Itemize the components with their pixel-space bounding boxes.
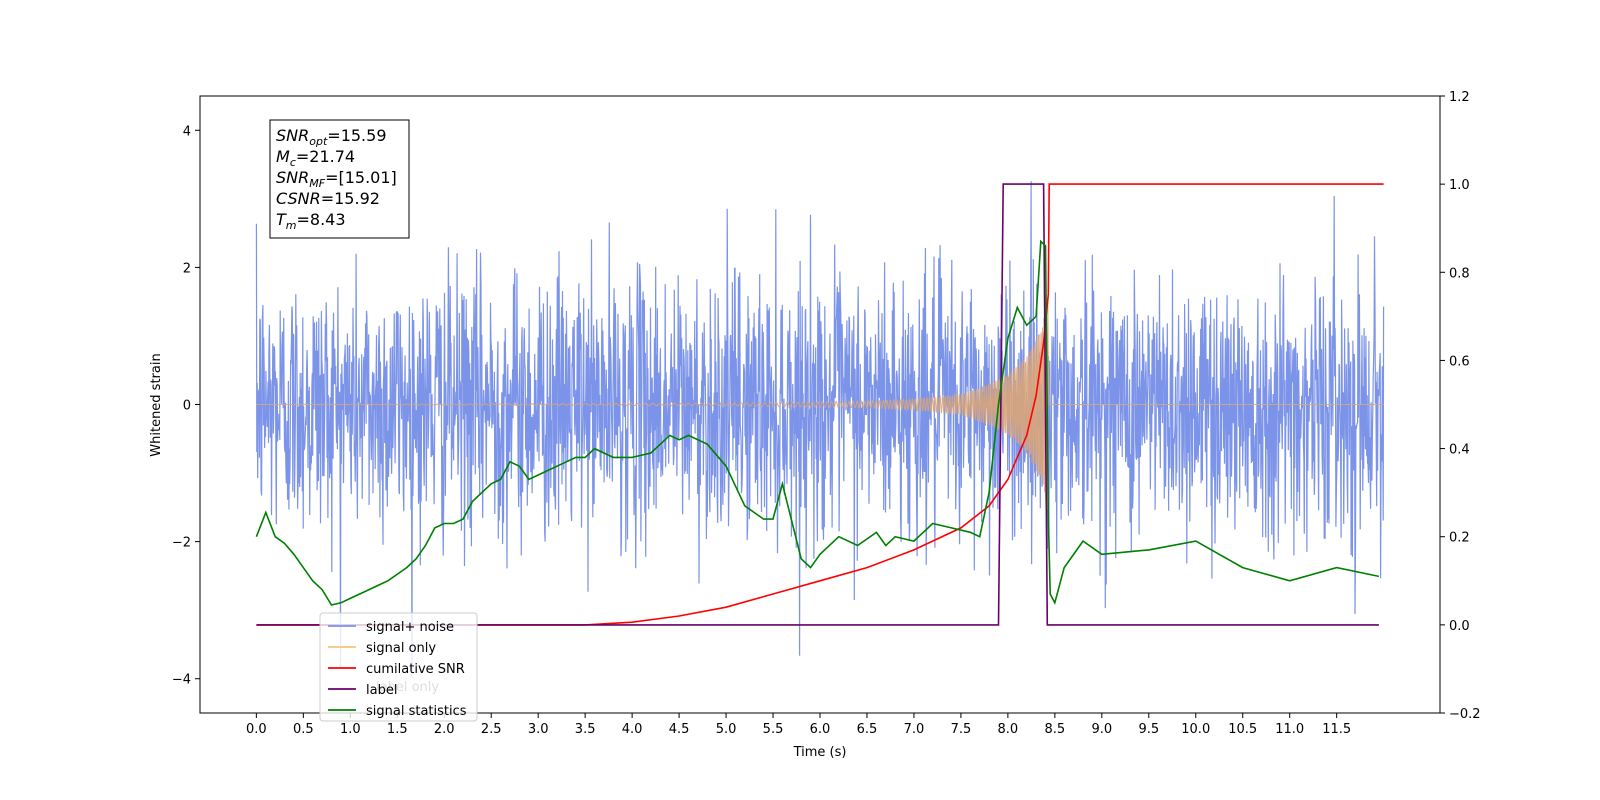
series-signal-noise (255, 181, 1385, 678)
x-tick-label: 5.5 (763, 722, 784, 737)
x-tick-label: 0.0 (246, 722, 267, 737)
legend-label: signal+ noise (366, 620, 454, 635)
info-line: CSNR=15.92 (276, 189, 380, 208)
x-tick-label: 9.0 (1091, 722, 1112, 737)
x-tick-label: 10.0 (1181, 722, 1210, 737)
y-right-tick-label: 1.0 (1449, 178, 1470, 193)
y-right-tick-label: 0.4 (1449, 443, 1470, 458)
info-line: SNRMF=[15.01] (276, 168, 397, 190)
y-left-tick-label: 0 (183, 399, 191, 414)
y-right-tick-label: 0.6 (1449, 354, 1470, 369)
x-tick-label: 3.0 (528, 722, 549, 737)
x-tick-label: 5.0 (716, 722, 737, 737)
x-tick-label: 9.5 (1138, 722, 1159, 737)
y-left-tick-label: 4 (183, 124, 191, 139)
y-right-tick-label: 1.2 (1449, 90, 1470, 105)
x-tick-label: 7.0 (904, 722, 925, 737)
x-tick-label: 6.5 (857, 722, 878, 737)
x-tick-label: 11.5 (1322, 722, 1351, 737)
y-right-tick-label: 0.0 (1449, 619, 1470, 634)
y-left-tick-label: −4 (172, 673, 191, 688)
info-box-frame (269, 119, 410, 239)
x-tick-label: 2.5 (481, 722, 502, 737)
legend-label: cumilative SNR (366, 662, 465, 677)
x-tick-label: 10.5 (1228, 722, 1257, 737)
x-tick-label: 8.5 (1045, 722, 1066, 737)
legend-label: signal only (366, 641, 436, 656)
y-left-tick-label: 2 (183, 261, 191, 276)
y-axis-right: 1.2 1.0 0.8 0.6 0.4 0.2 0.0 −0.2 (1440, 90, 1481, 722)
x-tick-label: 2.0 (434, 722, 455, 737)
x-tick-label: 1.5 (387, 722, 408, 737)
info-line: Mc=21.74 (276, 147, 355, 169)
series-signal-statistics (255, 239, 1380, 606)
series-layer (255, 181, 1385, 678)
y-axis-left: 4 2 0 −2 −4 (172, 124, 200, 688)
x-tick-label: 8.0 (998, 722, 1019, 737)
legend-frame (319, 612, 478, 722)
x-tick-label: 0.5 (293, 722, 314, 737)
y-right-tick-label: 0.8 (1449, 266, 1470, 281)
x-axis-label: Time (s) (793, 745, 847, 760)
info-box: SNRopt=15.59Mc=21.74SNRMF=[15.01]CSNR=15… (269, 119, 410, 239)
legend-label: label (366, 683, 397, 698)
x-tick-label: 1.0 (340, 722, 361, 737)
y-right-tick-label: −0.2 (1449, 707, 1481, 722)
info-line: SNRopt=15.59 (276, 126, 387, 148)
x-tick-label: 4.5 (669, 722, 690, 737)
y-left-tick-label: −2 (172, 536, 191, 551)
x-tick-label: 7.5 (951, 722, 972, 737)
x-tick-label: 4.0 (622, 722, 643, 737)
series-signal-only (256, 296, 1384, 510)
info-line: Tm=8.43 (276, 210, 346, 232)
legend-label: signal statistics (366, 704, 467, 719)
y-axis-label-left: Whitened strain (149, 353, 164, 456)
x-tick-label: 6.0 (810, 722, 831, 737)
legend-hidden-text: label only (376, 680, 439, 695)
x-tick-label: 11.0 (1275, 722, 1304, 737)
legend: label only signal+ noise signal only cumil… (319, 612, 478, 722)
y-right-tick-label: 0.2 (1449, 531, 1470, 546)
series-label (256, 183, 1379, 626)
x-tick-label: 3.5 (575, 722, 596, 737)
x-axis: 0.0 0.5 1.0 1.5 2.0 2.5 3.0 3.5 4.0 4.5 5.0 5.5 6.0 6… (246, 713, 1351, 737)
